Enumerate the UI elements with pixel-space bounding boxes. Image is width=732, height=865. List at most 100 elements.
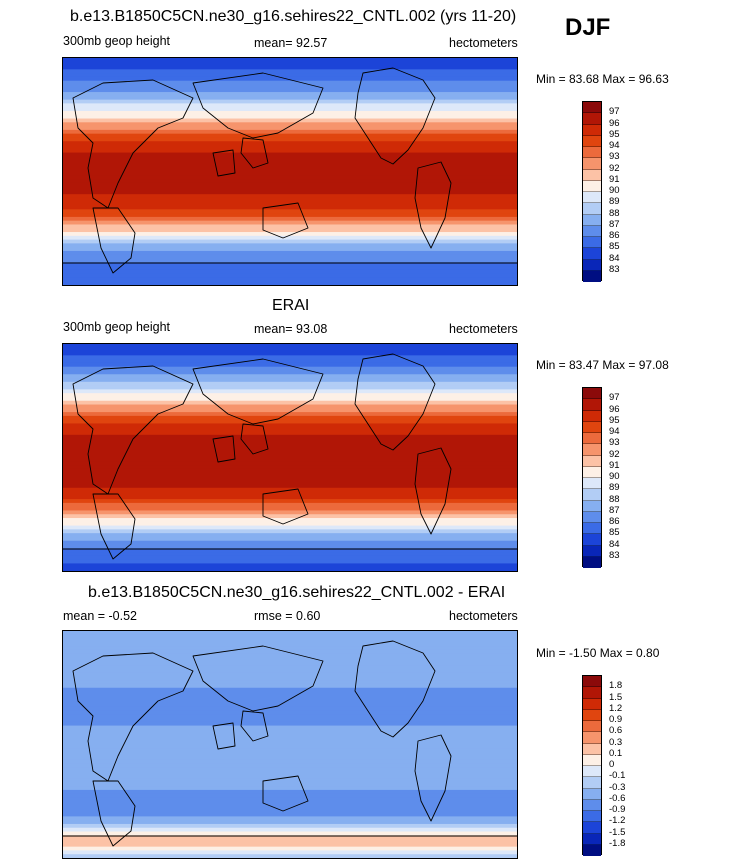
season-label: DJF — [565, 14, 611, 41]
contour-band — [63, 449, 517, 455]
contour-band — [63, 258, 517, 263]
colorbar-label: 89 — [609, 196, 620, 208]
contour-band — [63, 649, 517, 655]
colorbar-swatch — [583, 545, 601, 557]
contour-band — [63, 529, 517, 534]
panel3-mean-label: mean = -0.52 — [63, 609, 138, 623]
colorbar-swatch — [583, 135, 601, 147]
colorbar-label: 84 — [609, 252, 620, 264]
colorbar-swatch — [583, 399, 601, 411]
contour-band — [63, 224, 517, 229]
contour-band — [63, 351, 517, 356]
colorbar-swatch — [583, 102, 601, 114]
contour-band — [63, 175, 517, 180]
colorbar-label: 89 — [609, 482, 620, 494]
contour-band — [63, 273, 517, 279]
contour-band — [63, 567, 517, 571]
contour-band — [63, 114, 517, 120]
panel1-contour-plot — [63, 58, 517, 285]
contour-band — [63, 559, 517, 565]
colorbar-swatch — [583, 489, 601, 501]
contour-band — [63, 702, 517, 708]
panel1-mean-label: mean= 92.57 — [254, 36, 328, 50]
panel3-units-label: hectometers — [449, 609, 518, 623]
colorbar-swatch — [583, 698, 601, 710]
contour-band — [63, 381, 517, 387]
coastline — [92, 780, 136, 847]
contour-band — [63, 427, 517, 432]
contour-band — [63, 480, 517, 485]
coastline — [354, 67, 436, 165]
contour-band — [63, 250, 517, 256]
contour-band — [63, 408, 517, 413]
contour-band — [63, 126, 517, 131]
contour-band — [63, 842, 517, 848]
contour-band — [63, 389, 517, 394]
contour-band — [63, 137, 517, 142]
colorbar-swatch — [583, 743, 601, 755]
contour-band — [63, 491, 517, 496]
contour-band — [63, 239, 517, 244]
panel1-colorbar — [582, 101, 602, 282]
contour-band — [63, 725, 517, 730]
colorbar-swatch — [583, 203, 601, 215]
colorbar-swatch — [583, 259, 601, 271]
panel2-map — [62, 343, 518, 572]
contour-band — [63, 442, 517, 447]
contour-band — [63, 366, 517, 372]
colorbar-swatch — [583, 466, 601, 478]
contour-band — [63, 160, 517, 165]
contour-band — [63, 374, 517, 379]
contour-band — [63, 347, 517, 353]
colorbar-swatch — [583, 433, 601, 445]
colorbar-label: 0.6 — [609, 725, 623, 737]
panel3-colorbar — [582, 675, 602, 856]
colorbar-label: 92 — [609, 448, 620, 460]
contour-band — [63, 736, 517, 742]
colorbar-swatch — [583, 833, 601, 845]
colorbar-label: 94 — [609, 140, 620, 151]
contour-band — [63, 820, 517, 825]
contour-band — [63, 680, 517, 685]
contour-band — [63, 133, 517, 139]
coastline — [354, 353, 436, 451]
colorbar-swatch — [583, 180, 601, 192]
contour-band — [63, 194, 517, 199]
colorbar-label: 87 — [609, 218, 620, 230]
contour-band — [63, 95, 517, 101]
panel1-title: b.e13.B1850C5CN.ne30_g16.sehires22_CNTL.… — [70, 8, 517, 25]
contour-band — [63, 415, 517, 421]
contour-band — [63, 148, 517, 154]
contour-band — [63, 205, 517, 210]
contour-band — [63, 846, 517, 852]
coastline — [354, 640, 436, 738]
contour-band — [63, 755, 517, 761]
colorbar-swatch — [583, 534, 601, 546]
panel2-minmax: Min = 83.47 Max = 97.08 — [536, 358, 669, 372]
contour-band — [63, 122, 517, 127]
contour-band — [63, 393, 517, 398]
panel3-rmse-label: rmse = 0.60 — [254, 609, 321, 623]
contour-band — [63, 521, 517, 527]
contour-band — [63, 805, 517, 810]
contour-band — [63, 563, 517, 568]
contour-band — [63, 544, 517, 549]
contour-band — [63, 793, 517, 799]
colorbar-label: 91 — [609, 173, 620, 185]
coastline — [414, 161, 452, 249]
contour-band — [63, 359, 517, 364]
coastline — [192, 358, 324, 425]
coastline — [262, 202, 309, 239]
contour-band — [63, 827, 517, 833]
contour-band — [63, 419, 517, 425]
contour-band — [63, 699, 517, 704]
contour-band — [63, 73, 517, 78]
colorbar-label: 95 — [609, 128, 620, 140]
contour-band — [63, 145, 517, 150]
coastline — [240, 710, 269, 742]
contour-band — [63, 457, 517, 462]
contour-band — [63, 752, 517, 757]
contour-band — [63, 502, 517, 508]
contour-band — [63, 129, 517, 135]
coastline — [192, 645, 324, 712]
